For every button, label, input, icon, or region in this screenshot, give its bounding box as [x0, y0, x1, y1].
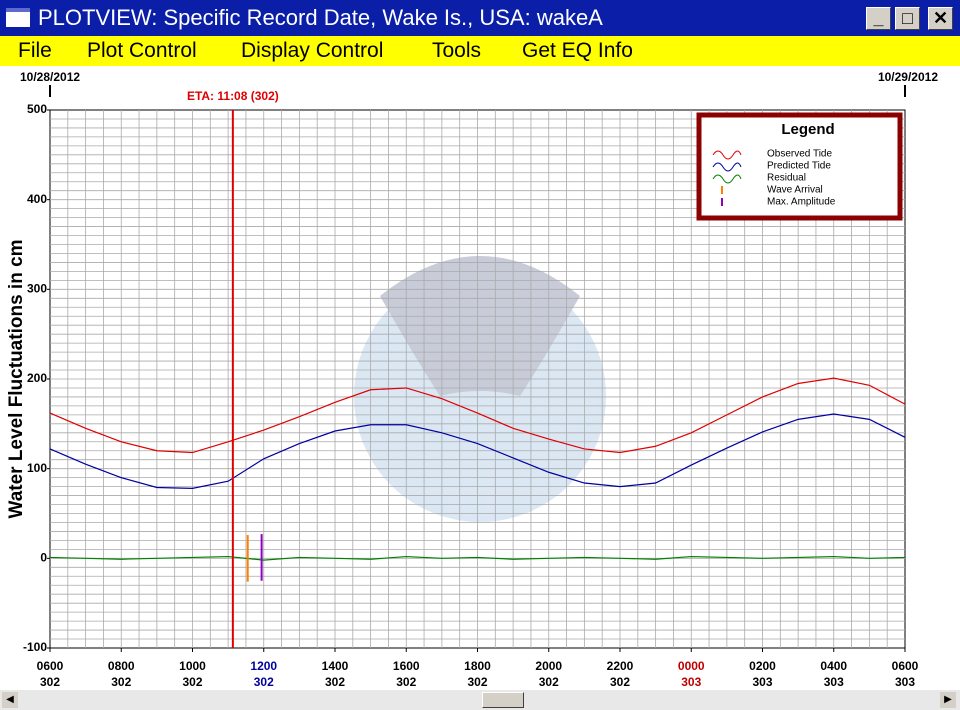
legend-label: Wave Arrival [767, 185, 823, 196]
legend-swatch [712, 150, 742, 160]
eta-label: ETA: 11:08 (302) [187, 89, 279, 103]
y-tick-label: 100 [27, 461, 47, 475]
y-tick-label: 0 [40, 551, 47, 565]
x-tick-label: 2200 [607, 659, 634, 673]
series-line [49, 555, 906, 561]
x-tick-day: 302 [182, 675, 202, 689]
scroll-thumb[interactable] [482, 692, 524, 708]
window-title: PLOTVIEW: Specific Record Date, Wake Is.… [38, 5, 603, 30]
x-tick-label: 1600 [393, 659, 420, 673]
menu-item[interactable]: Display Control [241, 39, 384, 62]
x-tick-day: 302 [111, 675, 131, 689]
menu-bar: File Plot Control Display Control Tools … [0, 36, 960, 66]
legend-label: Observed Tide [767, 149, 832, 160]
legend-box [696, 112, 903, 221]
x-tick-label: 1200 [250, 659, 277, 673]
legend-label: Residual [767, 173, 806, 184]
legend-label: Max. Amplitude [767, 197, 836, 208]
horizontal-scrollbar[interactable]: ◀ ▶ [0, 690, 960, 710]
x-tick-label: 0400 [820, 659, 847, 673]
legend-label: Predicted Tide [767, 161, 831, 172]
scroll-right[interactable]: ▶ [940, 692, 956, 708]
app-icon [6, 8, 30, 27]
menu-item[interactable]: Plot Control [87, 39, 197, 62]
legend-title: Legend [781, 121, 834, 138]
x-tick-label: 2000 [535, 659, 562, 673]
legend-swatch [712, 174, 742, 184]
y-axis-label: Water Level Fluctuations in cm [6, 239, 27, 518]
x-tick-day: 302 [467, 675, 487, 689]
series-line [49, 413, 906, 489]
close-button[interactable]: ✕ [928, 7, 953, 30]
y-tick-label: -100 [23, 640, 47, 654]
x-tick-day: 302 [254, 675, 274, 689]
y-tick-label: 400 [27, 192, 47, 206]
series-line [49, 377, 906, 454]
date-label: 10/29/2012 [878, 70, 938, 84]
x-tick-day: 302 [325, 675, 345, 689]
x-tick-label: 1400 [322, 659, 349, 673]
x-tick-day: 302 [396, 675, 416, 689]
x-tick-label: 0600 [892, 659, 919, 673]
x-tick-day: 303 [824, 675, 844, 689]
x-tick-day: 302 [40, 675, 60, 689]
x-tick-day: 302 [539, 675, 559, 689]
x-tick-label: 0600 [37, 659, 64, 673]
y-tick-label: 500 [27, 102, 47, 116]
x-tick-label: 0200 [749, 659, 776, 673]
menu-item[interactable]: Tools [432, 39, 482, 62]
x-tick-label: 1000 [179, 659, 206, 673]
x-tick-label: 0800 [108, 659, 135, 673]
x-tick-day: 303 [681, 675, 701, 689]
date-label: 10/28/2012 [20, 70, 80, 84]
x-tick-day: 302 [610, 675, 630, 689]
x-tick-day: 303 [895, 675, 915, 689]
x-tick-day: 303 [752, 675, 772, 689]
x-tick-label: 0000 [678, 659, 705, 673]
y-tick-label: 300 [27, 282, 47, 296]
minimize-button[interactable]: _ [866, 7, 891, 30]
y-tick-label: 200 [27, 371, 47, 385]
title-bar: PLOTVIEW: Specific Record Date, Wake Is.… [0, 0, 960, 36]
x-tick-label: 1800 [464, 659, 491, 673]
legend-swatch [712, 162, 742, 172]
menu-item[interactable]: Get EQ Info [522, 39, 633, 62]
scroll-left[interactable]: ◀ [2, 692, 18, 708]
maximize-button[interactable]: □ [895, 7, 920, 30]
chart: 10/28/2012 10/29/2012 -100 0 100 200 300 400 5… [6, 70, 938, 689]
menu-item[interactable]: File [18, 39, 52, 62]
